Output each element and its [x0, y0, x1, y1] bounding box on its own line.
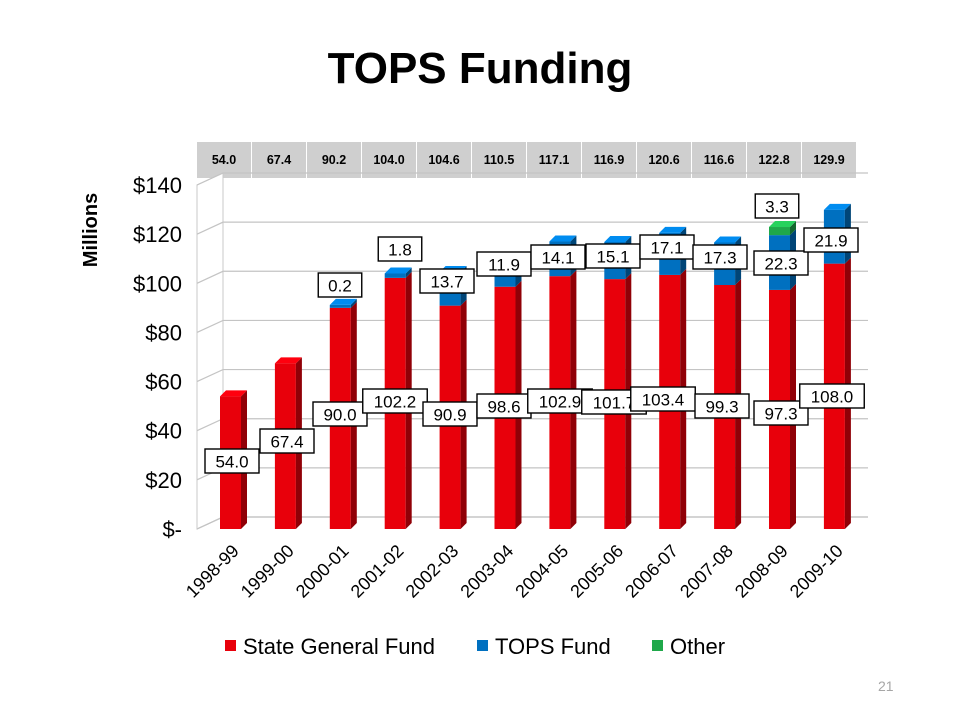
- value-label-state-general-fund-2000-01: 90.0: [323, 406, 356, 425]
- gridline: [196, 319, 868, 333]
- totals-row: 54.0 67.4 90.2 104.0 104.6 110.5 117.1 116.9 120…: [196, 141, 857, 179]
- value-label-box-tops-fund-2003-04: [476, 251, 532, 277]
- bar-top-2006-07: [659, 226, 687, 233]
- legend-label-state-general-fund: State General Fund: [243, 634, 435, 659]
- legend-swatch-state-general-fund: [225, 640, 236, 651]
- value-label-state-general-fund-2003-04: 98.6: [487, 398, 520, 417]
- x-tick-label-2001-02: 2001-02: [347, 541, 408, 602]
- y-tick-label: $60: [145, 370, 182, 395]
- x-tick-label-1999-00: 1999-00: [237, 541, 298, 602]
- bar-side-tops-fund-2001-02: [405, 267, 412, 278]
- left-wall: [196, 172, 224, 530]
- bar-tops-fund-2001-02: [384, 273, 406, 278]
- x-tick-label-2006-07: 2006-07: [621, 541, 682, 602]
- value-label-state-general-fund-2008-09: 97.3: [764, 405, 797, 424]
- gridline: [196, 270, 868, 284]
- page-number: 21: [878, 678, 894, 694]
- value-label-state-general-fund-2005-06: 101.7: [593, 394, 636, 413]
- y-tick-label: $40: [145, 419, 182, 444]
- y-tick-label: $20: [145, 468, 182, 493]
- value-label-tops-fund-2006-07: 17.1: [650, 239, 683, 258]
- x-tick-label-2008-09: 2008-09: [731, 541, 792, 602]
- x-tick-label-2007-08: 2007-08: [676, 541, 737, 602]
- value-label-box-tops-fund-2007-08: [692, 244, 748, 270]
- chart-title: TOPS Funding: [327, 44, 633, 93]
- bar-side-other-2008-09: [790, 221, 796, 236]
- bar-top-2008-09: [769, 221, 796, 228]
- legend-label-tops-fund: TOPS Fund: [495, 634, 611, 659]
- x-tick-label-2004-05: 2004-05: [511, 541, 572, 602]
- x-tick-label-2009-10: 2009-10: [786, 541, 847, 602]
- x-tick-label-2005-06: 2005-06: [566, 541, 627, 602]
- bar-top-2009-10: [823, 203, 851, 210]
- value-label-box-tops-fund-2004-05: [530, 244, 586, 270]
- totals-table: 54.0 67.4 90.2 104.0 104.6 110.5 117.1 116.9 120…: [196, 141, 857, 179]
- value-label-box-state-general-fund-2007-08: [694, 393, 750, 419]
- bar-top-2000-01: [329, 298, 357, 305]
- bar-top-2007-08: [714, 236, 742, 243]
- value-label-state-general-fund-1998-99: 54.0: [215, 453, 248, 472]
- value-label-state-general-fund-1999-00: 67.4: [270, 433, 303, 452]
- value-label-box-tops-fund-2008-09: [753, 250, 809, 276]
- value-label-state-general-fund-2001-02: 102.2: [374, 393, 417, 412]
- value-label-box-state-general-fund-2008-09: [753, 400, 809, 426]
- y-tick-label: $120: [133, 222, 182, 247]
- value-label-tops-fund-2007-08: 17.3: [703, 249, 736, 268]
- value-label-tops-fund-2003-04: 11.9: [488, 256, 520, 275]
- gridline: [196, 172, 868, 186]
- value-label-other-2008-09: 3.3: [765, 198, 789, 217]
- value-label-tops-fund-2000-01: 0.2: [328, 277, 352, 296]
- value-label-tops-fund-2009-10: 21.9: [814, 232, 847, 251]
- value-label-box-tops-fund-2005-06: [585, 243, 641, 269]
- value-label-box-tops-fund-2000-01: [317, 272, 363, 298]
- gridline: [196, 221, 868, 235]
- x-tick-label-2002-03: 2002-03: [402, 541, 463, 602]
- y-tick-label: $-: [162, 517, 182, 542]
- y-tick-label: $80: [145, 320, 182, 345]
- value-label-box-state-general-fund-2009-10: [799, 383, 865, 409]
- bar-top-1999-00: [274, 357, 302, 364]
- value-label-state-general-fund-2006-07: 103.4: [642, 391, 685, 410]
- value-label-tops-fund-2002-03: 13.7: [430, 273, 463, 292]
- value-label-box-tops-fund-2006-07: [639, 234, 695, 260]
- value-label-state-general-fund-2009-10: 108.0: [811, 388, 854, 407]
- value-label-box-state-general-fund-2003-04: [476, 393, 532, 419]
- value-label-box-state-general-fund-1998-99: [204, 448, 260, 474]
- bar-top-2004-05: [549, 235, 577, 242]
- value-label-tops-fund-2005-06: 15.1: [596, 248, 629, 267]
- legend-swatch-other: [652, 640, 663, 651]
- bar-tops-fund-2000-01: [329, 304, 351, 308]
- value-label-box-tops-fund-2009-10: [803, 227, 859, 253]
- bar-top-2001-02: [384, 267, 412, 274]
- y-tick-label: $140: [133, 173, 182, 198]
- x-tick-label-2003-04: 2003-04: [456, 541, 517, 602]
- value-label-box-tops-fund-2001-02: [377, 236, 423, 262]
- x-tick-label-2000-01: 2000-01: [292, 541, 353, 602]
- legend-swatch-tops-fund: [477, 640, 488, 651]
- value-label-state-general-fund-2002-03: 90.9: [433, 406, 466, 425]
- x-tick-label-1998-99: 1998-99: [182, 541, 243, 602]
- bar-other-2008-09: [769, 227, 790, 236]
- bar-top-2005-06: [604, 236, 632, 243]
- value-label-state-general-fund-2004-05: 102.9: [539, 393, 582, 412]
- bar-side-tops-fund-2000-01: [350, 298, 357, 308]
- value-label-tops-fund-2004-05: 14.1: [541, 249, 574, 268]
- value-label-state-general-fund-2007-08: 99.3: [705, 398, 738, 417]
- value-label-tops-fund-2008-09: 22.3: [764, 255, 797, 274]
- y-axis-title: Millions: [80, 193, 102, 267]
- value-label-box-state-general-fund-1999-00: [259, 428, 315, 454]
- legend-label-other: Other: [670, 634, 725, 659]
- value-label-box-other-2008-09: [754, 193, 800, 219]
- value-label-box-state-general-fund-2001-02: [362, 388, 428, 414]
- value-label-box-state-general-fund-2000-01: [312, 401, 368, 427]
- y-tick-label: $100: [133, 271, 182, 296]
- gridline: [196, 368, 868, 383]
- bar-top-1998-99: [220, 390, 247, 397]
- value-label-tops-fund-2001-02: 1.8: [388, 241, 412, 260]
- value-label-box-tops-fund-2002-03: [419, 268, 475, 294]
